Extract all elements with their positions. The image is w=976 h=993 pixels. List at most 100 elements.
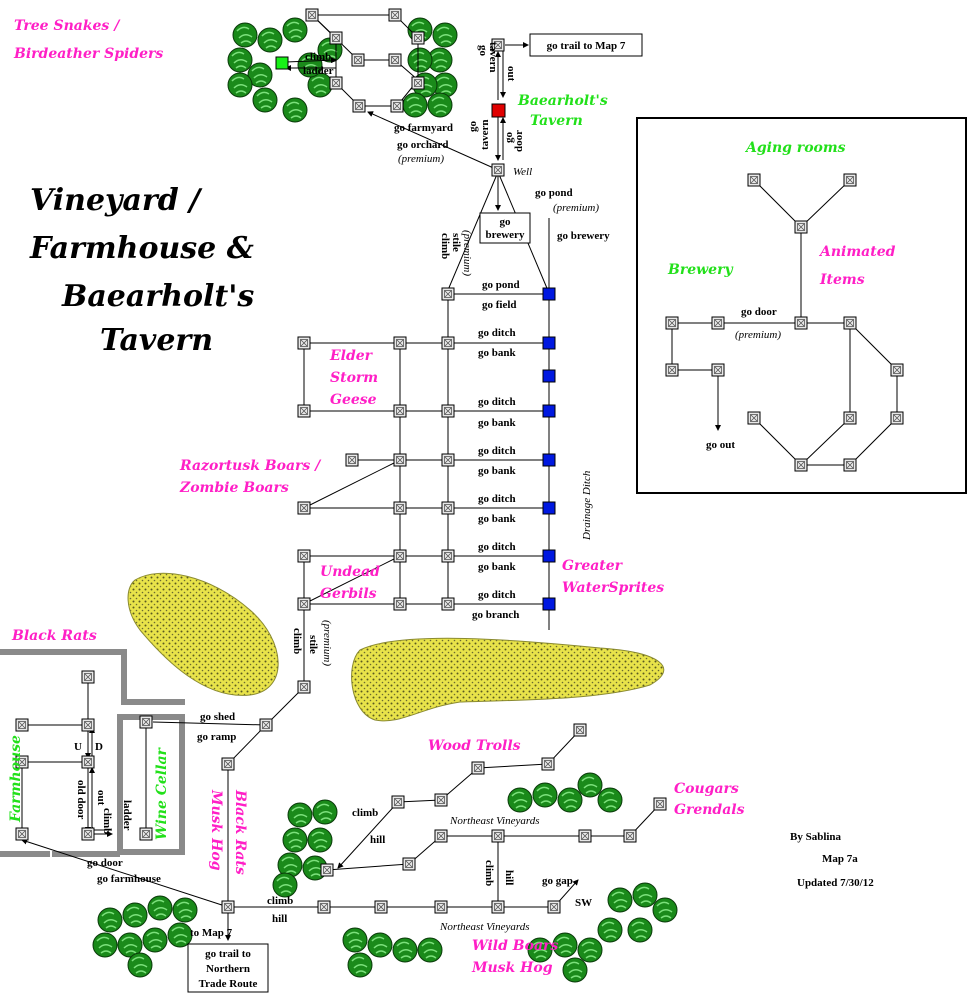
svg-text:(premium): (premium) [398,153,444,165]
svg-text:hill: hill [503,870,515,885]
mob-grendals: Grendals [674,802,745,818]
box-north-2: Northern [206,963,250,975]
mob-elder-3: Geese [330,392,377,408]
svg-text:(premium): (premium) [735,329,781,341]
field-west [127,572,279,696]
svg-text:out: out [505,66,517,82]
room-tavern-red [491,103,506,118]
place-tavern-1: Baearholt's [517,93,608,109]
svg-text:climb: climb [483,860,495,886]
mob-black-rats-vertical: Black Rats [232,789,248,875]
svg-text:go ramp: go ramp [197,731,236,743]
svg-text:go gap: go gap [542,875,573,887]
mob-undead-2: Gerbils [320,586,377,602]
place-wine-cellar: Wine Cellar [154,746,170,840]
box-north [187,943,269,993]
box-brewery-2: brewery [486,229,525,241]
svg-text:hill: hill [370,834,385,846]
svg-text:go bank: go bank [478,513,516,525]
aging-connections [671,179,898,466]
svg-text:to Map 7: to Map 7 [190,927,233,939]
svg-text:go ditch: go ditch [478,396,516,408]
svg-text:go bank: go bank [478,561,516,573]
svg-text:go ditch: go ditch [478,327,516,339]
svg-text:go brewery: go brewery [557,230,610,242]
credit-updated: Updated 7/30/12 [797,877,874,889]
svg-text:Drainage Ditch: Drainage Ditch [581,470,593,541]
svg-text:go out: go out [706,439,735,451]
mob-razor-2: Zombie Boars [179,480,289,496]
box-north-1: go trail to [205,948,251,960]
trees-ne [402,17,458,118]
box-trail7-text: go trail to Map 7 [547,40,626,52]
svg-text:D: D [95,741,103,753]
svg-text:go field: go field [482,299,517,311]
svg-text:climb: climb [291,628,303,654]
svg-text:tavern: tavern [479,119,491,150]
mob-black-rats: Black Rats [11,628,97,644]
svg-text:go door: go door [87,857,123,869]
mob-animated-1: Animated [818,244,896,260]
svg-text:climb: climb [352,807,378,819]
svg-text:ladder: ladder [303,65,334,77]
place-farmhouse: Farmhouse [8,735,24,823]
aging-rooms-panel [636,117,967,494]
title-1: Vineyard / [30,183,203,218]
svg-text:old door: old door [75,780,87,820]
svg-text:go farmyard: go farmyard [394,122,453,134]
svg-text:stile: stile [307,635,319,654]
svg-text:go ditch: go ditch [478,493,516,505]
svg-text:Northeast Vineyards: Northeast Vineyards [449,815,540,827]
box-brewery-1: go [500,216,512,228]
svg-text:ladder: ladder [121,800,133,831]
mob-birdeater: Birdeather Spiders [13,46,163,62]
svg-text:SW: SW [575,897,592,909]
svg-text:go ditch: go ditch [478,445,516,457]
svg-text:climb: climb [439,233,451,259]
svg-text:Northeast Vineyards: Northeast Vineyards [439,921,530,933]
svg-text:go branch: go branch [472,609,519,621]
box-trail7 [529,33,643,57]
svg-text:(premium): (premium) [321,620,333,666]
mob-greater-1: Greater [562,558,624,574]
svg-text:go: go [503,132,515,144]
mob-elder-2: Storm [330,370,378,386]
ditch-rooms-blue [542,287,556,611]
box-north-3: Trade Route [199,978,258,990]
mob-wood-trolls: Wood Trolls [428,738,521,754]
svg-text:go shed: go shed [200,711,235,723]
svg-text:hill: hill [272,913,287,925]
svg-text:go: go [467,121,479,133]
place-tavern-2: Tavern [530,113,583,129]
place-brewery: Brewery [667,262,733,278]
title-3: Baearholt's [61,279,254,314]
farmhouse-walls [0,649,185,857]
mob-elder-1: Elder [329,348,374,364]
svg-text:stile: stile [450,233,462,252]
mob-musk-hog: Musk Hog [471,960,553,976]
mob-cougars: Cougars [674,781,739,797]
mob-tree-snakes: Tree Snakes / [14,18,121,34]
mob-undead-1: Undead [320,564,380,580]
svg-text:(premium): (premium) [553,202,599,214]
mob-wild-boars: Wild Boars [472,938,558,954]
svg-text:U: U [74,741,82,753]
box-brewery [479,212,531,244]
svg-text:go bank: go bank [478,417,516,429]
svg-text:Well: Well [513,166,532,178]
title-2: Farmhouse & [29,231,254,266]
mob-musk-hog-vertical: Musk Hog [208,789,224,871]
svg-text:go farmhouse: go farmhouse [97,873,161,885]
svg-text:go bank: go bank [478,347,516,359]
room-green [275,56,289,70]
svg-text:out: out [95,790,107,806]
svg-text:go ditch: go ditch [478,541,516,553]
mob-razor-1: Razortusk Boars / [179,458,322,474]
svg-text:climb: climb [305,51,331,63]
field-east [351,637,665,722]
svg-text:go door: go door [741,306,777,318]
svg-text:door: door [513,130,525,152]
credit-map: Map 7a [822,853,858,865]
connection-labels: climb ladder go farmyard go orchard (pre… [74,42,781,939]
svg-text:go pond: go pond [482,279,520,291]
